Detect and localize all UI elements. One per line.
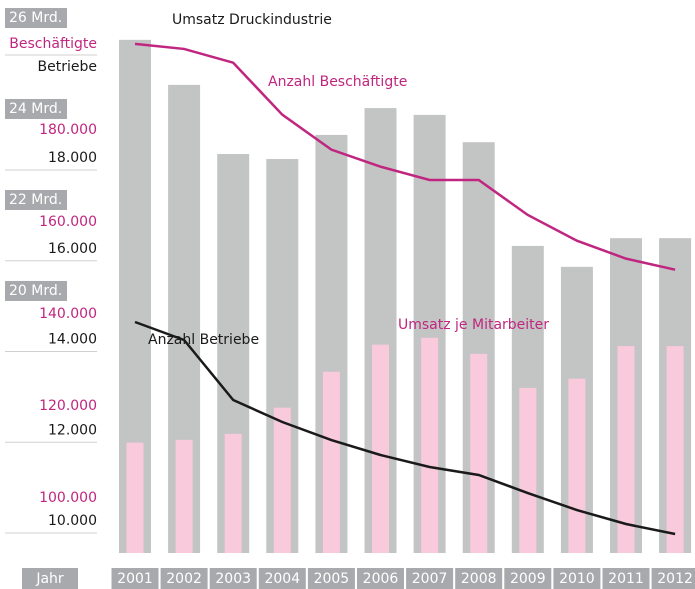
x-tick-label: 2004 xyxy=(264,571,300,587)
series-label: Umsatz Druckindustrie xyxy=(172,12,332,28)
y-tick-box xyxy=(5,189,67,210)
x-tick-box xyxy=(455,568,503,589)
x-tick-label: 2003 xyxy=(215,571,251,587)
series-label: Anzahl Beschäftigte xyxy=(268,74,407,90)
x-tick-box xyxy=(357,568,404,589)
x-tick-label: 2006 xyxy=(363,571,399,587)
y-tick-box xyxy=(5,98,67,119)
bar xyxy=(372,344,389,553)
x-tick-label: 2001 xyxy=(117,571,153,587)
bar xyxy=(126,442,144,553)
y3-tick-label: 10.000 xyxy=(48,513,97,529)
bar xyxy=(175,439,193,553)
x-tick-box xyxy=(111,568,159,589)
bar xyxy=(273,407,291,553)
bar xyxy=(519,387,537,553)
x-tick-label: 2007 xyxy=(412,571,448,587)
x-tick-box xyxy=(209,568,257,589)
y-tick-label: 22 Mrd. xyxy=(9,192,62,208)
x-tick-label: 2008 xyxy=(461,571,497,587)
y2-tick-label: 140.000 xyxy=(39,306,97,322)
line xyxy=(134,320,676,536)
x-tick-label: 2012 xyxy=(657,571,693,587)
x-tick-label: 2002 xyxy=(166,571,202,587)
y3-tick-label: 18.000 xyxy=(48,150,97,166)
series-label: Umsatz je Mitarbeiter xyxy=(398,317,549,333)
bar xyxy=(224,433,242,553)
x-tick-label: 2005 xyxy=(314,571,350,587)
y2-tick-label: 120.000 xyxy=(39,398,97,414)
y-tick-label: 24 Mrd. xyxy=(9,101,62,117)
bar xyxy=(322,371,340,553)
y-tick-box xyxy=(5,8,67,29)
y2-tick-label: 180.000 xyxy=(39,122,97,138)
x-tick-label: 2011 xyxy=(608,571,644,587)
y3-tick-label: 12.000 xyxy=(48,422,97,438)
x-tick-box xyxy=(553,568,601,589)
x-tick-box xyxy=(307,568,355,589)
bar xyxy=(568,378,586,553)
y-tick-label: 20 Mrd. xyxy=(9,283,62,299)
bar xyxy=(666,346,684,553)
bar xyxy=(421,337,439,553)
x-tick-box xyxy=(602,568,650,589)
x-tick-label: 2009 xyxy=(510,571,546,587)
y-tick-label: 26 Mrd. xyxy=(9,10,62,26)
x-tick-label: 2010 xyxy=(559,571,595,587)
x-tick-box xyxy=(504,568,552,589)
x-label-box xyxy=(22,568,78,589)
x-tick-box xyxy=(651,568,695,589)
x-tick-box xyxy=(258,568,306,589)
bar xyxy=(470,353,488,553)
y2-axis-label: Beschäftigte xyxy=(9,36,97,52)
y2-tick-label: 100.000 xyxy=(39,490,97,506)
bar xyxy=(617,346,635,553)
series-label: Anzahl Betriebe xyxy=(148,332,259,348)
x-tick-box xyxy=(406,568,454,589)
y3-axis-label: Betriebe xyxy=(38,59,97,75)
y3-tick-label: 16.000 xyxy=(48,241,97,257)
x-axis-label: Jahr xyxy=(35,571,64,587)
y2-tick-label: 160.000 xyxy=(39,214,97,230)
y-tick-box xyxy=(5,280,67,301)
x-tick-box xyxy=(160,568,208,589)
line xyxy=(134,42,676,271)
y3-tick-label: 14.000 xyxy=(48,332,97,348)
